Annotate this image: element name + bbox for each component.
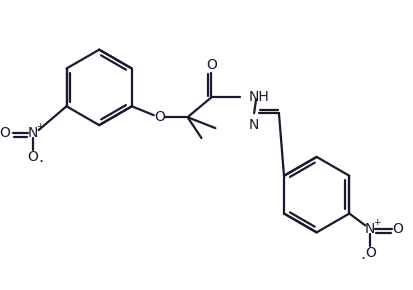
Text: O: O bbox=[27, 150, 38, 164]
Text: ·: · bbox=[38, 155, 43, 171]
Text: O: O bbox=[364, 246, 375, 260]
Text: N: N bbox=[364, 222, 375, 236]
Text: N: N bbox=[248, 118, 259, 132]
Text: N: N bbox=[27, 126, 38, 140]
Text: O: O bbox=[154, 110, 165, 124]
Text: +: + bbox=[373, 218, 380, 227]
Text: +: + bbox=[36, 122, 43, 130]
Text: O: O bbox=[392, 222, 403, 236]
Text: NH: NH bbox=[247, 90, 268, 104]
Text: O: O bbox=[0, 126, 10, 140]
Text: ·: · bbox=[359, 252, 364, 267]
Text: O: O bbox=[206, 57, 216, 72]
